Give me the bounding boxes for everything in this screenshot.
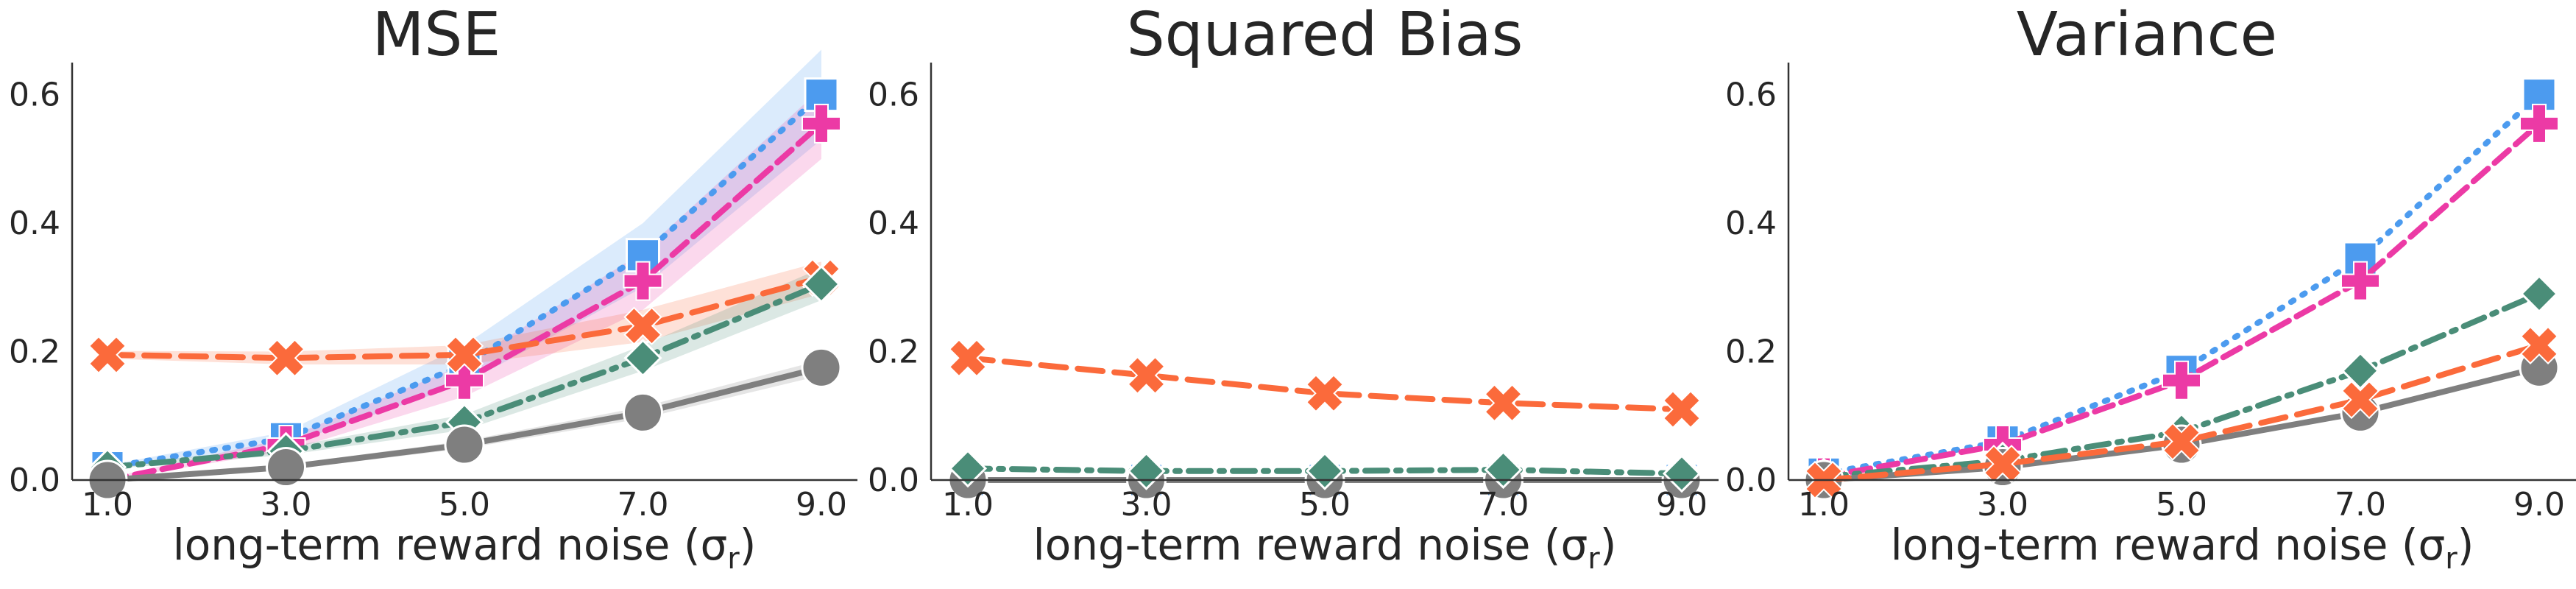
y-tick-label: 0.4 bbox=[1725, 205, 1777, 242]
marker-cross-1 bbox=[266, 339, 305, 378]
x-tick-label: 7.0 bbox=[2335, 486, 2386, 523]
y-tick-label: 0.0 bbox=[1725, 462, 1777, 499]
panel-mse: MSE 0.0 0.2 0.4 0.6 1.0 3.0 5.0 7.0 9.0 long-te… bbox=[9, 0, 857, 576]
x-tick-labels: 1.0 3.0 5.0 7.0 9.0 bbox=[942, 486, 1708, 523]
marker-cross-1 bbox=[1127, 356, 1166, 395]
x-tick-label: 1.0 bbox=[1798, 486, 1850, 523]
x-tick-label: 1.0 bbox=[942, 486, 994, 523]
x-axis-label-close: ) bbox=[1600, 520, 1617, 570]
y-tick-label: 0.2 bbox=[868, 334, 919, 371]
marker-diamond-3 bbox=[2340, 351, 2380, 390]
plot-content bbox=[1803, 77, 2560, 501]
marker-cross-0 bbox=[88, 335, 127, 375]
marker-diamond-0 bbox=[948, 449, 988, 488]
series-cross bbox=[88, 258, 841, 378]
y-tick-labels: 0.0 0.2 0.4 0.6 bbox=[1725, 77, 1777, 499]
confidence-band-cross bbox=[107, 261, 821, 364]
marker-cross-1 bbox=[1983, 445, 2023, 484]
x-tick-label: 5.0 bbox=[2156, 486, 2207, 523]
x-axis-label-close: ) bbox=[740, 520, 757, 570]
marker-plus-3 bbox=[2340, 261, 2380, 301]
marker-cross-2 bbox=[445, 335, 484, 375]
y-tick-label: 0.6 bbox=[9, 77, 60, 114]
x-tick-label: 7.0 bbox=[618, 486, 669, 523]
x-axis-label-subscript: r bbox=[1588, 542, 1600, 576]
marker-diamond-3 bbox=[623, 339, 662, 378]
marker-plus-4 bbox=[2519, 103, 2559, 144]
y-tick-label: 0.6 bbox=[868, 77, 919, 114]
series-circle bbox=[87, 347, 842, 501]
y-tick-label: 0.0 bbox=[9, 462, 60, 499]
x-axis-label: long-term reward noise (σr) bbox=[173, 520, 757, 576]
plot-content bbox=[947, 339, 1702, 501]
x-tick-labels: 1.0 3.0 5.0 7.0 9.0 bbox=[82, 486, 847, 523]
marker-diamond-4 bbox=[802, 264, 841, 304]
x-tick-label: 5.0 bbox=[439, 486, 490, 523]
marker-plus-4 bbox=[802, 103, 841, 144]
x-tick-label: 1.0 bbox=[82, 486, 133, 523]
y-tick-label: 0.0 bbox=[868, 462, 919, 499]
x-tick-label: 5.0 bbox=[1299, 486, 1351, 523]
x-tick-label: 7.0 bbox=[1478, 486, 1529, 523]
marker-cross-3 bbox=[1484, 384, 1523, 423]
series-line-cross bbox=[1821, 342, 2542, 483]
y-tick-labels: 0.0 0.2 0.4 0.6 bbox=[868, 77, 919, 499]
panel-squared-bias: Squared Bias 0.0 0.2 0.4 0.6 1.0 3.0 5.0 7.0 9.… bbox=[868, 0, 1719, 576]
y-tick-label: 0.4 bbox=[868, 205, 919, 242]
x-tick-label: 9.0 bbox=[2513, 486, 2565, 523]
panel-title: MSE bbox=[372, 0, 501, 70]
x-tick-label: 3.0 bbox=[1977, 486, 2028, 523]
marker-cross-3 bbox=[2340, 380, 2380, 420]
marker-plus-2 bbox=[445, 360, 484, 401]
marker-diamond-4 bbox=[2519, 274, 2559, 314]
x-tick-label: 3.0 bbox=[261, 486, 312, 523]
marker-cross-3 bbox=[623, 306, 662, 345]
marker-cross-4 bbox=[1662, 389, 1702, 429]
marker-cross-0 bbox=[948, 339, 988, 378]
series-cross bbox=[948, 339, 1702, 429]
plot-content bbox=[87, 49, 842, 501]
x-axis-label-main: long-term reward noise (σ bbox=[1033, 520, 1588, 570]
x-tick-label: 3.0 bbox=[1121, 486, 1172, 523]
y-tick-labels: 0.0 0.2 0.4 0.6 bbox=[9, 77, 60, 499]
marker-diamond-3 bbox=[1484, 450, 1523, 490]
marker-circle-4 bbox=[801, 347, 842, 388]
x-axis-label-subscript: r bbox=[727, 542, 740, 576]
x-axis-label: long-term reward noise (σr) bbox=[1033, 520, 1617, 576]
x-axis-label-main: long-term reward noise (σ bbox=[173, 520, 728, 570]
y-tick-label: 0.4 bbox=[9, 205, 60, 242]
marker-cross-2 bbox=[1305, 374, 1345, 413]
marker-cross-4 bbox=[2519, 325, 2559, 364]
x-axis-label: long-term reward noise (σr) bbox=[1891, 520, 2474, 576]
x-tick-labels: 1.0 3.0 5.0 7.0 9.0 bbox=[1798, 486, 2565, 523]
panel-variance: Variance 0.0 0.2 0.4 0.6 1.0 3.0 5.0 7.0 9.0 lo… bbox=[1725, 0, 2576, 576]
marker-cross-2 bbox=[2162, 422, 2201, 461]
marker-circle-2 bbox=[444, 424, 485, 465]
x-axis-label-subscript: r bbox=[2445, 542, 2458, 576]
x-tick-label: 9.0 bbox=[796, 486, 847, 523]
x-axis-label-close: ) bbox=[2458, 520, 2474, 570]
marker-circle-3 bbox=[623, 392, 663, 433]
series-cross bbox=[1804, 325, 2559, 500]
y-tick-label: 0.6 bbox=[1725, 77, 1777, 114]
y-tick-label: 0.2 bbox=[1725, 334, 1777, 371]
marker-plus-2 bbox=[2162, 360, 2201, 401]
x-axis-label-main: long-term reward noise (σ bbox=[1891, 520, 2446, 570]
panel-title: Squared Bias bbox=[1127, 0, 1524, 70]
marker-diamond-4 bbox=[1662, 454, 1702, 493]
marker-plus-3 bbox=[623, 261, 663, 301]
marker-circle-1 bbox=[266, 447, 306, 488]
y-tick-label: 0.2 bbox=[9, 334, 60, 371]
x-tick-label: 9.0 bbox=[1656, 486, 1708, 523]
panel-title: Variance bbox=[2017, 0, 2277, 70]
